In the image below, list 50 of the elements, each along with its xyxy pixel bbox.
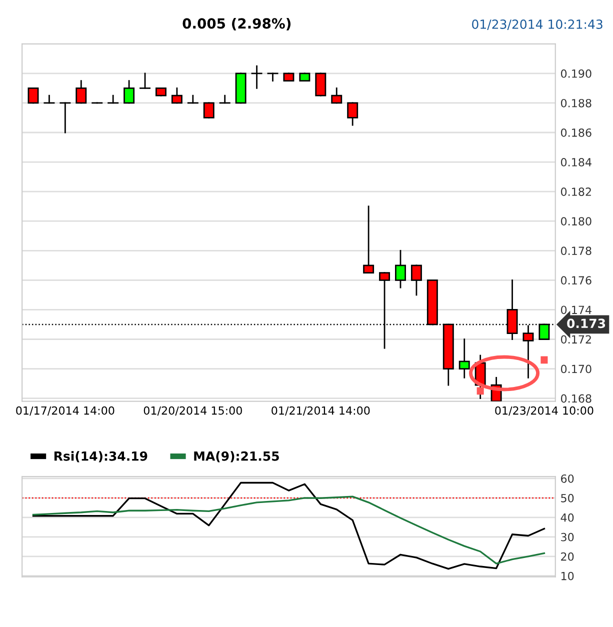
- y-tick-label: 0.186: [560, 128, 592, 137]
- text: 01/23/2014 10:21:43: [472, 20, 602, 30]
- legend-label: MA(9):21.55: [194, 451, 279, 462]
- x-tick-label: 01/23/2014 10:00: [495, 406, 594, 416]
- y-tick-label: 20: [561, 552, 574, 561]
- candlestick: [363, 206, 374, 274]
- candlestick: [203, 102, 214, 118]
- y-tick-label: 10: [561, 572, 574, 580]
- line-series: [32, 482, 546, 570]
- y-tick-label: 0.182: [560, 188, 591, 196]
- y-tick-label: 0.190: [560, 69, 592, 78]
- y-tick-label: 0.188: [560, 98, 592, 108]
- y-tick-label: 0.178: [560, 246, 592, 256]
- y-tick-label: 40: [560, 513, 574, 522]
- y-tick-label: 30: [561, 532, 574, 542]
- y-tick-label: 60: [561, 474, 574, 483]
- text: 0.005 (2.98%): [182, 18, 291, 30]
- candlestick: [60, 102, 71, 134]
- candlestick: [522, 325, 534, 378]
- candlestick: [108, 94, 119, 104]
- candlestick: [315, 72, 326, 96]
- y-tick-label: 0.168: [560, 394, 592, 403]
- x-tick-label: 01/20/2014 15:00: [144, 406, 242, 416]
- candlestick: [267, 72, 278, 82]
- candlestick: [44, 94, 55, 104]
- candlestick: [76, 80, 87, 104]
- y-tick-label: 0.184: [560, 158, 592, 166]
- ref-line-label: 0.173: [567, 318, 606, 328]
- line-series: [32, 496, 546, 564]
- candlestick: [28, 88, 39, 104]
- candlestick: [395, 250, 406, 288]
- candlestick: [251, 65, 262, 89]
- y-tick-label: 0.176: [560, 276, 592, 285]
- y-tick-label: 50: [561, 494, 574, 502]
- candlestick: [171, 88, 182, 104]
- candlestick: [458, 338, 470, 378]
- x-tick-label: 01/21/2014 14:00: [272, 406, 370, 416]
- y-tick-label: 0.180: [560, 217, 592, 226]
- y-tick-label: 0.170: [560, 364, 592, 374]
- candlestick: [410, 264, 422, 296]
- candlestick: [140, 72, 150, 89]
- y-tick-label: 0.174: [560, 306, 592, 314]
- candlestick: [331, 88, 342, 104]
- candlestick: [124, 80, 135, 104]
- candlestick: [347, 102, 358, 126]
- x-tick-label: 01/17/2014 14:00: [16, 406, 114, 416]
- candlestick: [187, 94, 198, 104]
- y-tick-label: 0.172: [560, 335, 591, 344]
- legend-label: Rsi(14):34.19: [54, 451, 148, 462]
- candlestick: [219, 94, 230, 104]
